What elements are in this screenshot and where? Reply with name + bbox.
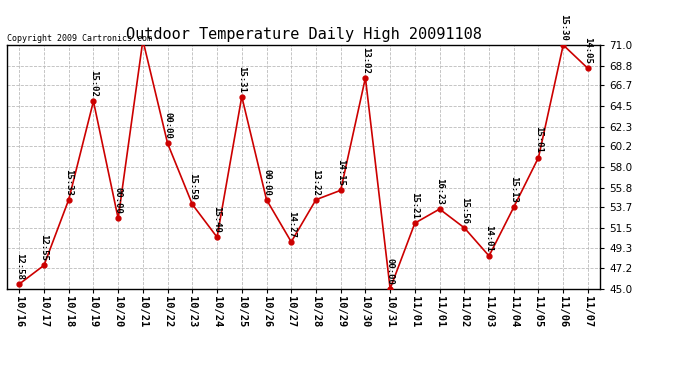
Text: 00:00: 00:00 xyxy=(163,112,172,139)
Text: 00:00: 00:00 xyxy=(262,169,271,195)
Text: Copyright 2009 Cartronics.com: Copyright 2009 Cartronics.com xyxy=(7,34,152,43)
Text: 15:59: 15:59 xyxy=(188,173,197,200)
Text: 00:00: 00:00 xyxy=(114,188,123,214)
Text: 15:21: 15:21 xyxy=(411,192,420,219)
Text: 13:22: 13:22 xyxy=(311,169,320,195)
Text: 14:01: 14:01 xyxy=(484,225,493,252)
Text: 14:27: 14:27 xyxy=(287,211,296,238)
Text: 15:56: 15:56 xyxy=(460,197,469,223)
Text: 15:02: 15:02 xyxy=(89,70,98,97)
Text: 12:55: 12:55 xyxy=(39,234,48,261)
Text: 13:02: 13:02 xyxy=(361,47,370,74)
Text: 16:23: 16:23 xyxy=(435,178,444,205)
Text: 15:01: 15:01 xyxy=(534,126,543,153)
Text: 15:30: 15:30 xyxy=(559,14,568,41)
Text: 12:58: 12:58 xyxy=(14,253,23,280)
Text: 15:33: 15:33 xyxy=(64,169,73,195)
Text: 15:55: 15:55 xyxy=(0,374,1,375)
Title: Outdoor Temperature Daily High 20091108: Outdoor Temperature Daily High 20091108 xyxy=(126,27,482,42)
Text: 15:13: 15:13 xyxy=(509,176,518,203)
Text: 00:00: 00:00 xyxy=(386,258,395,285)
Text: 15:40: 15:40 xyxy=(213,206,221,233)
Text: 15:31: 15:31 xyxy=(237,66,246,92)
Text: 14:15: 14:15 xyxy=(336,159,345,186)
Text: 14:05: 14:05 xyxy=(584,38,593,64)
